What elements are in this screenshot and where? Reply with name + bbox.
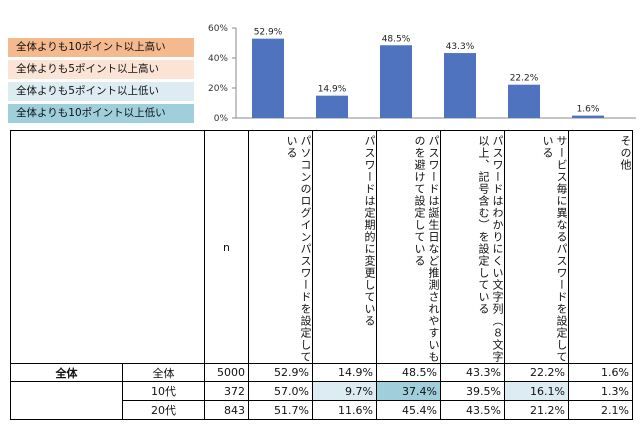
column-header: その他 xyxy=(568,130,633,364)
y-tick-label: 60% xyxy=(208,24,228,34)
row-group-label xyxy=(10,381,123,420)
row-n: 843 xyxy=(204,400,249,420)
column-header: パソコンのログインパスワードを設定している xyxy=(248,130,313,364)
column-header: パスワードは定期的に変更している xyxy=(312,130,377,364)
row-label: 全体 xyxy=(122,363,205,382)
table-cell: 43.5% xyxy=(440,400,505,420)
bar xyxy=(508,84,540,118)
legend-item: 全体よりも10ポイント以上高い xyxy=(8,38,194,57)
data-label: 1.6% xyxy=(577,105,600,115)
table-cell: 1.3% xyxy=(568,381,633,401)
row-n: 5000 xyxy=(204,363,249,382)
table-cell: 22.2% xyxy=(504,363,569,382)
table-cell: 39.5% xyxy=(440,381,505,401)
table-row: 全体 全体 5000 52.9% 14.9% 48.5% 43.3% 22.2%… xyxy=(10,363,633,382)
table-cell: 45.4% xyxy=(376,400,441,420)
chart-legend: 全体よりも10ポイント以上高い 全体よりも5ポイント以上高い 全体よりも5ポイン… xyxy=(8,38,194,126)
row-n: 372 xyxy=(204,381,249,401)
table-cell: 1.6% xyxy=(568,363,633,382)
data-table: n パソコンのログインパスワードを設定している パスワードは定期的に変更している… xyxy=(10,130,633,420)
data-label: 43.3% xyxy=(446,42,475,52)
table-cell: 48.5% xyxy=(376,363,441,382)
table-row: 20代 843 51.7% 11.6% 45.4% 43.5% 21.2% 2.… xyxy=(11,400,633,420)
data-label: 52.9% xyxy=(254,28,283,38)
bar xyxy=(380,45,412,118)
header-blank xyxy=(10,130,205,364)
table-cell: 51.7% xyxy=(248,400,313,420)
table-cell: 52.9% xyxy=(248,363,313,382)
table-cell: 9.7% xyxy=(312,381,377,401)
bar-chart: 0% 20% 40% 60% 52.9% 14.9% 48.5% 43.3% 22.2% 1.6% xyxy=(208,24,636,124)
table-cell: 14.9% xyxy=(312,363,377,382)
table-cell: 21.2% xyxy=(504,400,569,420)
table-cell: 11.6% xyxy=(312,400,377,420)
y-tick-label: 0% xyxy=(214,114,229,124)
legend-item: 全体よりも5ポイント以上高い xyxy=(8,60,194,79)
table-cell: 43.3% xyxy=(440,363,505,382)
y-tick-label: 40% xyxy=(208,54,228,64)
table-cell: 57.0% xyxy=(248,381,313,401)
bar xyxy=(444,53,476,118)
data-label: 22.2% xyxy=(510,74,539,84)
y-tick-label: 20% xyxy=(208,84,228,94)
column-header: パスワードはわかりにくい文字列（８文字以上、記号含む）を設定している xyxy=(440,130,505,364)
column-header: サービス毎に異なるパスワードを設定している xyxy=(504,130,569,364)
table-row: 10代 372 57.0% 9.7% 37.4% 39.5% 16.1% 1.3… xyxy=(10,381,633,420)
n-header: n xyxy=(204,130,249,364)
data-label: 48.5% xyxy=(382,34,411,44)
row-group-label: 全体 xyxy=(10,363,123,382)
legend-item: 全体よりも5ポイント以上低い xyxy=(8,82,194,101)
bar xyxy=(572,115,604,118)
table-cell: 37.4% xyxy=(376,381,441,401)
table-cell: 2.1% xyxy=(568,400,633,420)
legend-item: 全体よりも10ポイント以上低い xyxy=(8,104,194,123)
table-header-row: n パソコンのログインパスワードを設定している パスワードは定期的に変更している… xyxy=(10,130,633,364)
bar xyxy=(316,95,348,118)
table-cell: 16.1% xyxy=(504,381,569,401)
column-header: パスワードは誕生日など推測されやすいものを避けて設定している xyxy=(376,130,441,364)
bar xyxy=(252,38,284,118)
row-label: 20代 xyxy=(122,400,205,420)
row-label: 10代 xyxy=(122,381,205,401)
data-label: 14.9% xyxy=(318,85,347,95)
